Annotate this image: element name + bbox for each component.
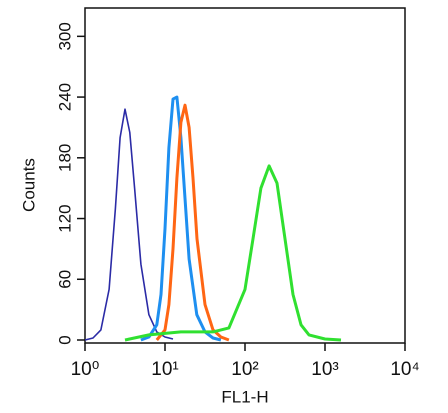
x-tick-label: 10¹	[151, 359, 178, 380]
x-tick-label: 10³	[311, 359, 338, 380]
y-tick-label: 240	[55, 83, 74, 111]
x-axis-label: FL1-H	[221, 387, 268, 406]
x-tick-label: 10⁴	[390, 359, 419, 380]
histogram-line	[140, 95, 222, 342]
y-tick-label: 60	[55, 270, 74, 289]
y-tick-label: 180	[55, 144, 74, 172]
x-tick-label: 10⁰	[71, 359, 100, 380]
x-tick-label: 10²	[231, 359, 258, 380]
y-axis-label: Counts	[19, 158, 38, 212]
y-tick-label: 120	[55, 204, 74, 232]
y-tick-label: 0	[55, 335, 74, 344]
histogram-line	[124, 164, 342, 342]
y-tick-label: 300	[55, 22, 74, 50]
histogram-line	[155, 103, 230, 342]
